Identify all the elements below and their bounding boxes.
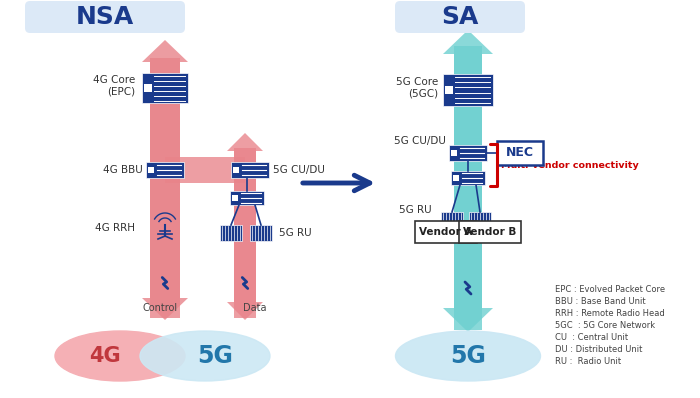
FancyBboxPatch shape [497, 141, 543, 165]
Text: Vendor B: Vendor B [463, 227, 517, 237]
Text: Vendor A: Vendor A [419, 227, 473, 237]
Text: 4G BBU: 4G BBU [104, 165, 143, 175]
Text: 5G CU/DU: 5G CU/DU [394, 136, 446, 146]
Text: (5GC): (5GC) [408, 89, 438, 99]
Text: SA: SA [441, 5, 479, 29]
FancyBboxPatch shape [142, 73, 188, 103]
FancyBboxPatch shape [441, 212, 463, 228]
Polygon shape [227, 133, 263, 318]
Text: BBU : Base Band Unit: BBU : Base Band Unit [555, 297, 645, 306]
Text: 4G: 4G [89, 346, 121, 366]
Text: 4G RRH: 4G RRH [95, 223, 135, 233]
Polygon shape [227, 148, 263, 320]
FancyBboxPatch shape [232, 195, 237, 201]
Text: NEC: NEC [506, 146, 534, 160]
FancyBboxPatch shape [449, 145, 487, 161]
FancyBboxPatch shape [231, 162, 269, 178]
Text: 5G: 5G [197, 344, 233, 368]
Text: 5G: 5G [450, 344, 486, 368]
FancyBboxPatch shape [165, 157, 245, 183]
Text: 4G Core: 4G Core [92, 75, 135, 85]
FancyBboxPatch shape [445, 86, 453, 94]
Text: DU : Distributed Unit: DU : Distributed Unit [555, 345, 643, 355]
FancyBboxPatch shape [451, 171, 485, 185]
Ellipse shape [395, 331, 540, 381]
FancyBboxPatch shape [451, 150, 457, 156]
Polygon shape [443, 30, 493, 330]
Text: Multi-vendor connectivity: Multi-vendor connectivity [501, 160, 638, 170]
Text: 5G CU/DU: 5G CU/DU [273, 165, 325, 175]
Text: 5G RU: 5G RU [400, 205, 432, 215]
Text: RRH : Remote Radio Head: RRH : Remote Radio Head [555, 310, 665, 318]
Polygon shape [142, 40, 188, 318]
FancyBboxPatch shape [148, 167, 155, 173]
Text: CU  : Central Unit: CU : Central Unit [555, 334, 628, 343]
FancyBboxPatch shape [415, 221, 477, 243]
FancyBboxPatch shape [230, 191, 264, 205]
Text: (EPC): (EPC) [107, 86, 135, 96]
Text: EPC : Evolved Packet Core: EPC : Evolved Packet Core [555, 285, 665, 295]
Ellipse shape [55, 331, 185, 381]
FancyBboxPatch shape [469, 212, 491, 228]
Text: 5G Core: 5G Core [395, 77, 438, 87]
Text: Control: Control [142, 303, 178, 313]
Text: Data: Data [244, 303, 267, 313]
FancyBboxPatch shape [144, 84, 151, 92]
FancyBboxPatch shape [25, 1, 185, 33]
Text: 5GC  : 5G Core Network: 5GC : 5G Core Network [555, 322, 655, 330]
Ellipse shape [140, 331, 270, 381]
FancyBboxPatch shape [453, 175, 459, 181]
FancyBboxPatch shape [220, 225, 242, 241]
Text: 5G RU: 5G RU [279, 228, 312, 238]
FancyBboxPatch shape [395, 1, 525, 33]
Text: RU :  Radio Unit: RU : Radio Unit [555, 357, 621, 367]
Polygon shape [443, 46, 493, 332]
FancyBboxPatch shape [443, 74, 493, 106]
FancyBboxPatch shape [233, 167, 239, 173]
FancyBboxPatch shape [250, 225, 272, 241]
Text: NSA: NSA [76, 5, 134, 29]
FancyBboxPatch shape [459, 221, 521, 243]
FancyBboxPatch shape [146, 162, 184, 178]
Polygon shape [142, 58, 188, 320]
